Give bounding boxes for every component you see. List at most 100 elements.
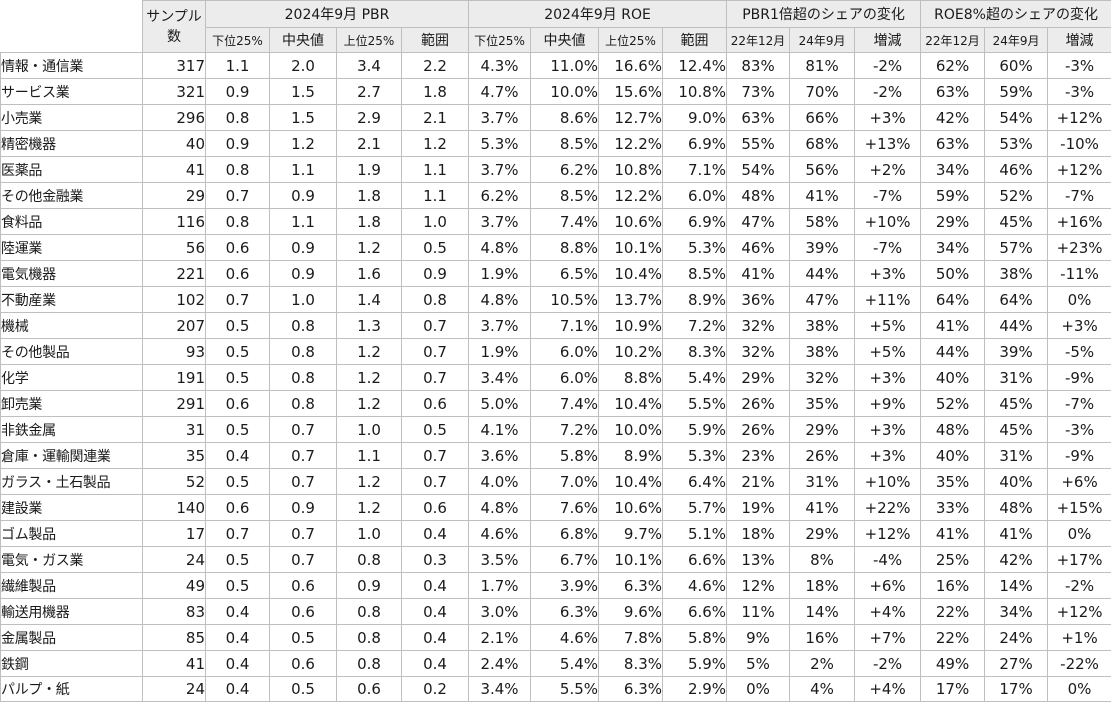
pbr-share-2212-cell: 19% [726,494,791,521]
industry-name-cell: 機械 [0,312,143,339]
table-row: 非鉄金属 31 0.5 0.7 1.0 0.5 4.1% 7.2% 10.0% 5.9% 26% 29… [0,416,1111,443]
pbr-q1-cell: 0.6 [205,234,270,261]
pbr-median-cell: 0.8 [269,364,337,391]
pbr-share-change-cell: +9% [854,390,922,417]
pbr-range-cell: 0.7 [400,312,470,339]
corner-cell [0,0,143,53]
roe-q1-cell: 5.0% [468,390,532,417]
roe-range-cell: 5.1% [662,520,728,547]
pbr-q1-cell: 0.4 [205,598,270,625]
sample-count-cell: 52 [142,468,206,495]
pbr-share-2409-cell: 56% [789,156,856,183]
roe-share-2212-cell: 34% [920,156,986,183]
roe-q1-cell: 2.4% [468,650,532,677]
pbr-share-change-cell: -2% [854,78,922,105]
roe-share-change-cell: +12% [1047,598,1111,625]
roe-q3-cell: 16.6% [598,52,664,79]
pbr-range-cell: 0.3 [400,546,470,573]
table-row: 化学 191 0.5 0.8 1.2 0.7 3.4% 6.0% 8.8% 5.4% 29% 32% +… [0,364,1111,391]
pbr-share-2212-cell: 26% [726,390,791,417]
roe-q3-cell: 10.9% [598,312,664,339]
roe-share-2409-cell: 17% [984,676,1049,702]
roe-q1-cell: 4.1% [468,416,532,443]
roe-q3-cell: 15.6% [598,78,664,105]
pbr-share-change-cell: +7% [854,624,922,651]
roe-share-2212-header: 22年12月 [920,27,986,53]
pbr-share-2409-cell: 31% [789,468,856,495]
roe-share-change-cell: 0% [1047,520,1111,547]
table-row: 陸運業 56 0.6 0.9 1.2 0.5 4.8% 8.8% 10.1% 5.3% 46% 39%… [0,234,1111,261]
roe-share-change-cell: 0% [1047,676,1111,702]
roe-q1-cell: 3.7% [468,104,532,131]
roe-median-cell: 10.0% [530,78,600,105]
roe-q3-cell: 12.2% [598,130,664,157]
pbr-share-2212-cell: 36% [726,286,791,313]
industry-name-cell: 鉄鋼 [0,650,143,677]
roe-share-2409-cell: 45% [984,390,1049,417]
sample-count-cell: 29 [142,182,206,209]
pbr-share-2212-cell: 12% [726,572,791,599]
sample-count-cell: 17 [142,520,206,547]
roe-q1-cell: 3.5% [468,546,532,573]
roe-median-cell: 7.0% [530,468,600,495]
roe-range-cell: 8.9% [662,286,728,313]
roe-share-2409-header: 24年9月 [984,27,1049,53]
pbr-median-cell: 0.7 [269,546,337,573]
pbr-share-2409-cell: 29% [789,416,856,443]
roe-share-2212-cell: 59% [920,182,986,209]
pbr-share-change-cell: +10% [854,208,922,235]
pbr-range-header: 範囲 [400,27,470,53]
roe-median-cell: 5.4% [530,650,600,677]
pbr-q1-cell: 0.8 [205,208,270,235]
roe-q1-cell: 4.8% [468,494,532,521]
roe-range-cell: 5.7% [662,494,728,521]
pbr-q1-cell: 0.4 [205,624,270,651]
sample-count-cell: 317 [142,52,206,79]
roe-range-cell: 5.3% [662,442,728,469]
roe-median-cell: 6.8% [530,520,600,547]
roe-q3-cell: 8.3% [598,650,664,677]
pbr-share-2212-cell: 46% [726,234,791,261]
pbr-share-change-header: 増減 [854,27,922,53]
roe-share-2212-cell: 16% [920,572,986,599]
pbr-range-cell: 0.4 [400,520,470,547]
pbr-median-cell: 0.8 [269,338,337,365]
roe-median-cell: 7.2% [530,416,600,443]
pbr-range-cell: 0.4 [400,624,470,651]
pbr-q3-cell: 1.2 [336,390,402,417]
pbr-range-cell: 0.7 [400,364,470,391]
pbr-q1-cell: 0.6 [205,260,270,287]
table-row: 精密機器 40 0.9 1.2 2.1 1.2 5.3% 8.5% 12.2% 6.9% 55% 68… [0,130,1111,157]
roe-median-cell: 10.5% [530,286,600,313]
roe-share-change-cell: +1% [1047,624,1111,651]
roe-median-cell: 11.0% [530,52,600,79]
table-row: 金属製品 85 0.4 0.5 0.8 0.4 2.1% 4.6% 7.8% 5.8% 9% 16% +… [0,624,1111,651]
pbr-q1-cell: 1.1 [205,52,270,79]
roe-q3-cell: 10.4% [598,390,664,417]
pbr-range-cell: 0.5 [400,416,470,443]
roe-q3-cell: 10.6% [598,494,664,521]
industry-name-cell: 不動産業 [0,286,143,313]
pbr-share-change-cell: +5% [854,312,922,339]
pbr-median-cell: 1.0 [269,286,337,313]
pbr-share-2212-cell: 63% [726,104,791,131]
table-row: 建設業 140 0.6 0.9 1.2 0.6 4.8% 7.6% 10.6% 5.7% 19% 41… [0,494,1111,521]
roe-share-2409-cell: 57% [984,234,1049,261]
industry-name-cell: 輸送用機器 [0,598,143,625]
pbr-median-cell: 0.6 [269,650,337,677]
pbr-share-2212-cell: 41% [726,260,791,287]
pbr-share-change-cell: +4% [854,598,922,625]
pbr-share-2409-cell: 47% [789,286,856,313]
roe-median-cell: 8.5% [530,182,600,209]
roe-q1-cell: 4.8% [468,286,532,313]
sample-count-cell: 296 [142,104,206,131]
roe-share-2212-cell: 41% [920,312,986,339]
pbr-share-change-cell: +4% [854,676,922,702]
pbr-median-cell: 0.7 [269,520,337,547]
roe-median-cell: 5.8% [530,442,600,469]
roe-share-change-cell: -11% [1047,260,1111,287]
pbr-share-2212-cell: 18% [726,520,791,547]
roe-share-2409-cell: 54% [984,104,1049,131]
pbr-q1-cell: 0.5 [205,338,270,365]
